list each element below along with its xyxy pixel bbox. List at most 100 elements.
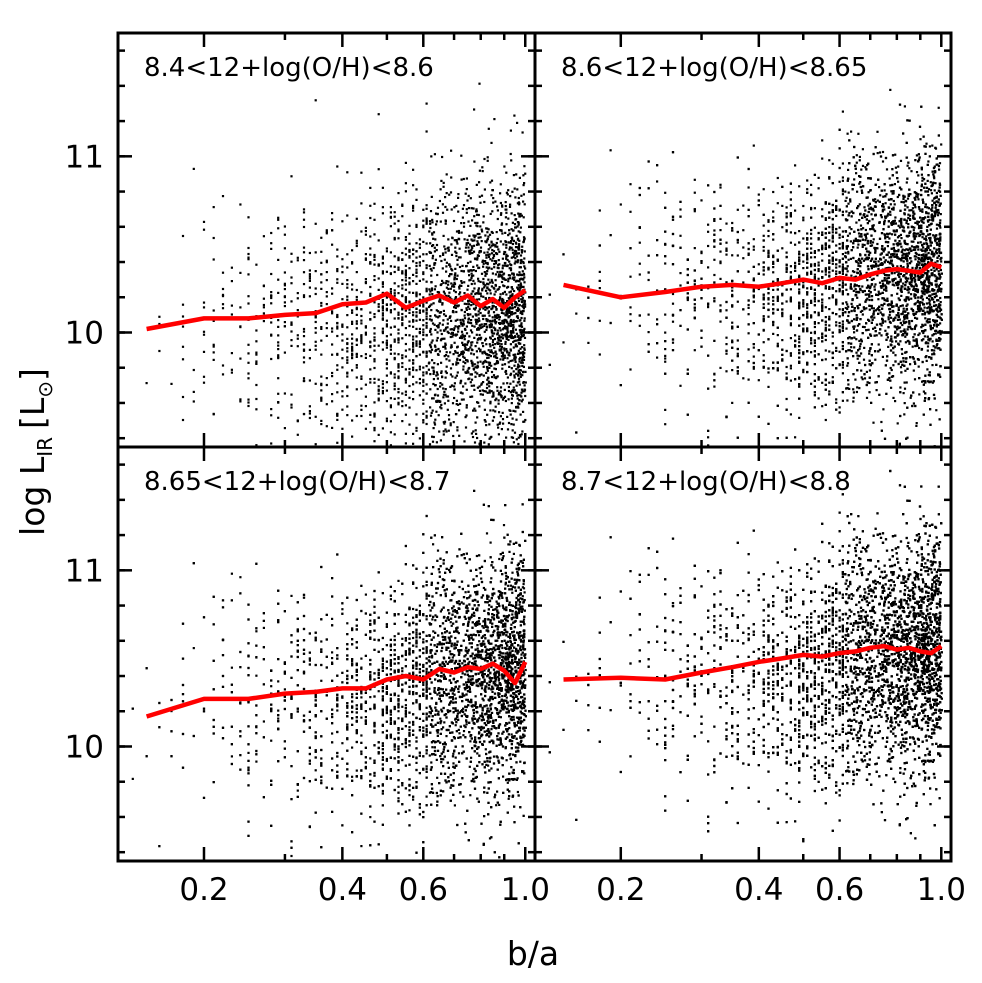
data-point [455,251,458,255]
data-point [469,252,472,255]
data-point [434,349,438,352]
data-point [412,345,415,348]
data-point [476,341,479,344]
data-point [486,413,489,416]
data-point [841,270,844,273]
data-point [415,275,418,278]
data-point [470,341,473,344]
data-point [500,343,503,346]
data-point [373,233,376,236]
data-point [445,395,448,398]
data-point [290,321,293,324]
data-point [502,357,505,360]
data-point [377,168,380,171]
data-point [513,431,517,434]
data-point [404,381,407,384]
data-point [510,236,513,239]
data-point [445,326,448,329]
data-point [484,289,488,292]
data-point [385,323,388,326]
data-point [283,325,286,328]
data-point [408,242,411,245]
data-point [444,342,447,345]
data-point [509,195,512,198]
data-point [401,392,404,395]
data-point [308,416,311,420]
data-point [465,302,468,306]
data-point [412,280,415,283]
data-point [883,277,886,280]
data-point [767,220,770,223]
data-point [475,243,479,246]
data-point [896,236,900,239]
data-point [487,255,491,259]
data-point [331,400,334,403]
data-point [500,336,503,339]
data-point [369,381,372,384]
data-point [473,441,477,444]
data-point [331,330,334,333]
data-point [876,242,879,246]
data-point [425,253,428,256]
data-point [520,300,523,304]
data-point [871,227,874,230]
data-point [412,209,415,212]
data-point [408,373,411,376]
data-point [450,319,453,322]
data-point [454,325,457,328]
data-point [521,430,524,433]
data-point [404,161,407,164]
data-point [397,370,400,373]
data-point [440,332,443,336]
data-point [476,240,479,243]
data-point [762,320,765,323]
data-point [389,298,392,301]
data-point [434,258,437,261]
data-point [671,302,675,305]
data-point [425,321,428,325]
data-point [283,301,286,304]
data-point [487,349,490,352]
data-point [511,272,514,275]
data-point [283,288,286,291]
data-point [475,350,478,353]
data-point [517,341,520,345]
data-point [456,429,459,432]
data-point [351,283,354,286]
data-point [255,351,258,354]
data-point [520,325,524,328]
data-point [846,270,849,273]
data-point [336,441,339,444]
data-point [488,385,491,388]
data-point [510,246,513,249]
data-point [501,204,504,207]
data-point [494,410,497,413]
data-point [493,314,497,317]
data-point [451,269,454,272]
data-point [938,287,941,290]
data-point [509,203,512,206]
data-point [415,429,418,432]
data-point [422,328,425,331]
data-point [523,276,526,279]
data-point [415,268,418,271]
data-point [486,353,489,356]
data-point [516,316,520,320]
data-point [433,263,436,266]
data-point [903,381,906,384]
data-point [360,314,363,318]
data-point [926,307,929,310]
data-point [489,246,492,249]
data-point [331,393,334,396]
data-point [389,290,392,293]
data-point [487,267,490,270]
data-point [828,350,831,353]
data-point [831,364,834,367]
data-point [513,276,516,279]
data-point [404,298,407,302]
data-point [921,287,924,290]
data-point [501,328,504,331]
data-point [401,294,404,297]
data-point [785,251,788,254]
data-point [404,315,407,318]
